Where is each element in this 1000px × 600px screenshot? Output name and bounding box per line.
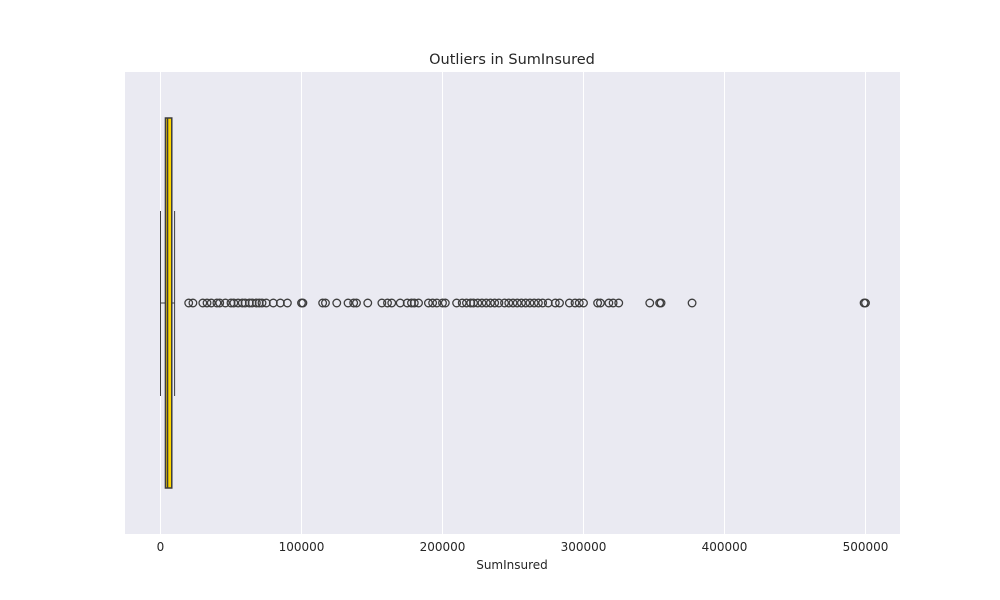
outlier-point-73 bbox=[595, 298, 605, 308]
x-tick-label-5: 500000 bbox=[843, 540, 889, 554]
outlier-point-51 bbox=[481, 298, 491, 308]
outlier-point-21 bbox=[282, 298, 292, 308]
outlier-point-58 bbox=[512, 298, 522, 308]
outlier-point-26 bbox=[332, 298, 342, 308]
outlier-point-63 bbox=[533, 298, 543, 308]
outlier-point-79 bbox=[656, 298, 666, 308]
outlier-point-59 bbox=[517, 298, 526, 308]
outlier-point-62 bbox=[529, 298, 539, 308]
outlier-point-32 bbox=[383, 298, 392, 308]
outlier-point-48 bbox=[469, 298, 478, 308]
outlier-point-57 bbox=[508, 298, 518, 308]
outlier-point-15 bbox=[251, 298, 261, 308]
x-tick-label-1: 100000 bbox=[279, 540, 325, 554]
x-axis-label: SumInsured bbox=[476, 558, 548, 572]
outlier-point-71 bbox=[579, 298, 588, 308]
outlier-point-2 bbox=[198, 298, 208, 308]
outlier-point-38 bbox=[414, 298, 423, 308]
outlier-point-77 bbox=[645, 298, 655, 308]
chart-title: Outliers in SumInsured bbox=[429, 52, 595, 68]
outlier-point-70 bbox=[574, 298, 584, 308]
outlier-point-27 bbox=[343, 298, 353, 308]
outlier-point-76 bbox=[614, 298, 624, 308]
outlier-point-55 bbox=[500, 298, 509, 308]
x-tick-label-0: 0 bbox=[157, 540, 165, 554]
outlier-point-4 bbox=[206, 298, 216, 308]
outlier-point-50 bbox=[477, 298, 487, 308]
outlier-point-30 bbox=[363, 298, 373, 308]
outlier-point-44 bbox=[452, 298, 462, 308]
outlier-point-39 bbox=[423, 298, 433, 308]
outlier-point-5 bbox=[212, 298, 222, 308]
x-tick-label-2: 200000 bbox=[420, 540, 466, 554]
x-tick-label-3: 300000 bbox=[561, 540, 607, 554]
outlier-point-66 bbox=[550, 298, 560, 308]
outlier-point-29 bbox=[352, 298, 361, 308]
outlier-point-54 bbox=[494, 298, 504, 308]
outlier-point-53 bbox=[490, 298, 500, 308]
outlier-point-67 bbox=[555, 298, 564, 308]
outlier-point-68 bbox=[564, 298, 574, 308]
outlier-point-56 bbox=[504, 298, 514, 308]
outlier-point-6 bbox=[215, 298, 225, 308]
outlier-point-9 bbox=[229, 298, 239, 308]
outlier-point-31 bbox=[377, 298, 387, 308]
outlier-points bbox=[184, 298, 870, 308]
outlier-point-69 bbox=[570, 298, 580, 308]
outlier-point-49 bbox=[473, 298, 483, 308]
iqr-box bbox=[164, 117, 173, 489]
outlier-point-45 bbox=[457, 298, 467, 308]
outlier-point-42 bbox=[438, 298, 447, 308]
outlier-point-40 bbox=[428, 298, 438, 308]
outlier-point-41 bbox=[432, 298, 442, 308]
outlier-point-23 bbox=[298, 298, 308, 308]
outlier-point-28 bbox=[349, 298, 359, 308]
outlier-point-7 bbox=[220, 298, 230, 308]
outlier-point-61 bbox=[525, 298, 535, 308]
outlier-point-37 bbox=[409, 298, 419, 308]
outlier-point-80 bbox=[687, 298, 697, 308]
box-plot bbox=[160, 117, 176, 489]
outlier-point-17 bbox=[257, 298, 267, 308]
outlier-point-25 bbox=[321, 298, 330, 308]
x-axis-ticks: 0 100000 200000 300000 400000 500000 bbox=[157, 540, 889, 554]
outlier-point-82 bbox=[861, 298, 870, 308]
outlier-point-24 bbox=[318, 298, 328, 308]
outlier-point-1 bbox=[188, 298, 198, 308]
outlier-point-60 bbox=[521, 298, 531, 308]
x-tick-label-4: 400000 bbox=[702, 540, 748, 554]
outlier-point-0 bbox=[184, 298, 194, 308]
outlier-point-3 bbox=[202, 298, 212, 308]
outlier-point-33 bbox=[387, 298, 397, 308]
outlier-point-75 bbox=[608, 298, 618, 308]
outlier-point-64 bbox=[538, 298, 548, 308]
outlier-point-43 bbox=[440, 298, 450, 308]
outlier-point-72 bbox=[593, 298, 603, 308]
outlier-point-74 bbox=[604, 298, 614, 308]
outlier-point-52 bbox=[485, 298, 495, 308]
